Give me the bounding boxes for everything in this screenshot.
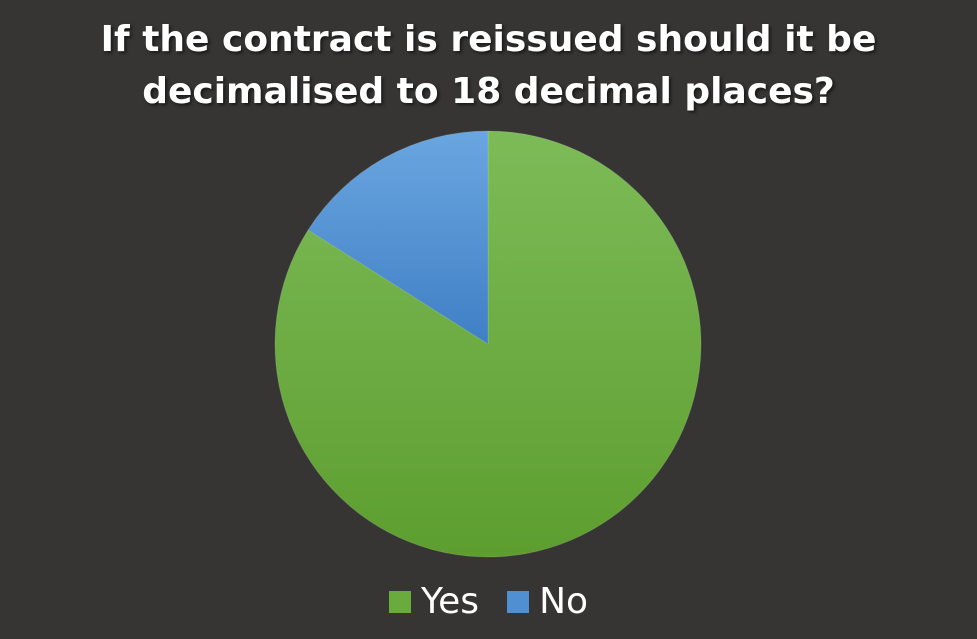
legend-item-no: No (507, 580, 588, 624)
pie-slice-no (307, 130, 489, 345)
pie-slice-yes (274, 130, 702, 558)
legend-swatch-no (507, 591, 530, 613)
legend-item-yes: Yes (388, 580, 480, 624)
legend-label-yes: Yes (420, 581, 480, 622)
chart-title: If the contract is reissued should it be… (100, 19, 877, 112)
legend-swatch-yes (388, 591, 411, 613)
legend: Yes No (0, 578, 977, 626)
pie-slices (274, 130, 702, 558)
legend-label-no: No (539, 581, 589, 622)
